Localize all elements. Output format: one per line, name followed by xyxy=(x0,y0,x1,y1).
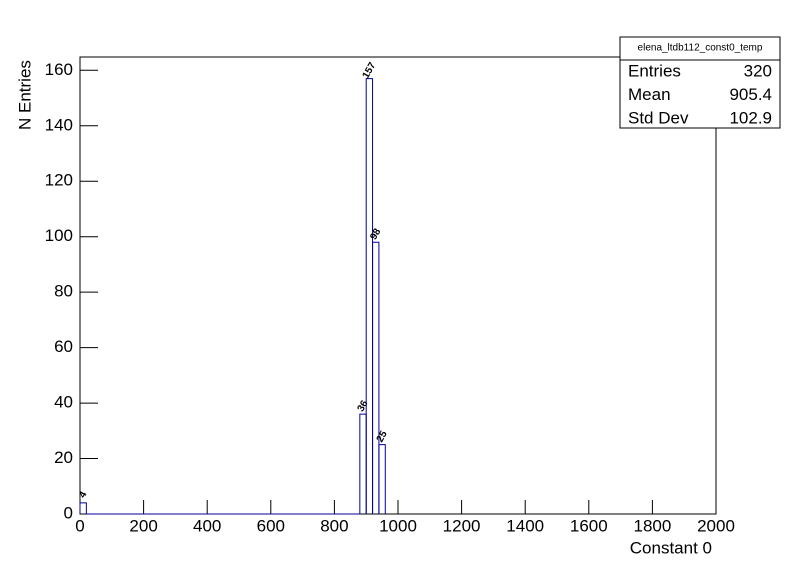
stats-label: Mean xyxy=(628,85,671,104)
value-label: 25 xyxy=(375,429,390,445)
x-tick-label: 1200 xyxy=(443,516,481,535)
x-tick-label: 600 xyxy=(257,516,285,535)
y-axis-title: N Entries xyxy=(15,60,34,130)
stats-box: elena_ltdb112_const0_temp Entries 320 Mean… xyxy=(619,36,781,129)
y-tick-label: 120 xyxy=(45,171,73,190)
x-tick-label: 2000 xyxy=(697,516,735,535)
value-label: 36 xyxy=(356,398,371,414)
bar xyxy=(378,444,386,514)
x-tick-label: 400 xyxy=(193,516,221,535)
bar xyxy=(79,502,87,514)
x-tick-label: 800 xyxy=(320,516,348,535)
stats-label: Entries xyxy=(628,61,681,80)
y-tick-label: 60 xyxy=(54,337,73,356)
value-label: 98 xyxy=(368,226,383,242)
y-tick-label: 80 xyxy=(54,282,73,301)
x-tick-label: 0 xyxy=(75,516,84,535)
value-label: 157 xyxy=(361,60,379,80)
stats-label: Std Dev xyxy=(628,108,689,127)
y-tick-label: 140 xyxy=(45,115,73,134)
x-tick-label: 200 xyxy=(129,516,157,535)
bar xyxy=(372,241,380,514)
x-tick-label: 1600 xyxy=(570,516,608,535)
bar xyxy=(359,413,367,514)
y-tick-label: 20 xyxy=(54,448,73,467)
stats-frame xyxy=(619,36,781,129)
x-axis-title: Constant 0 xyxy=(630,538,712,557)
stats-value: 320 xyxy=(744,61,772,80)
x-tick-label: 1000 xyxy=(379,516,417,535)
x-tick-label: 1400 xyxy=(506,516,544,535)
y-tick-label: 40 xyxy=(54,393,73,412)
x-tick-label: 1800 xyxy=(633,516,671,535)
y-tick-label: 0 xyxy=(64,503,73,522)
stats-title: elena_ltdb112_const0_temp xyxy=(638,43,763,54)
stats-value: 905.4 xyxy=(729,85,772,104)
stats-value: 102.9 xyxy=(729,108,772,127)
value-label: 4 xyxy=(77,489,90,500)
y-tick-label: 160 xyxy=(45,60,73,79)
bar xyxy=(365,78,374,514)
y-tick-label: 100 xyxy=(45,226,73,245)
